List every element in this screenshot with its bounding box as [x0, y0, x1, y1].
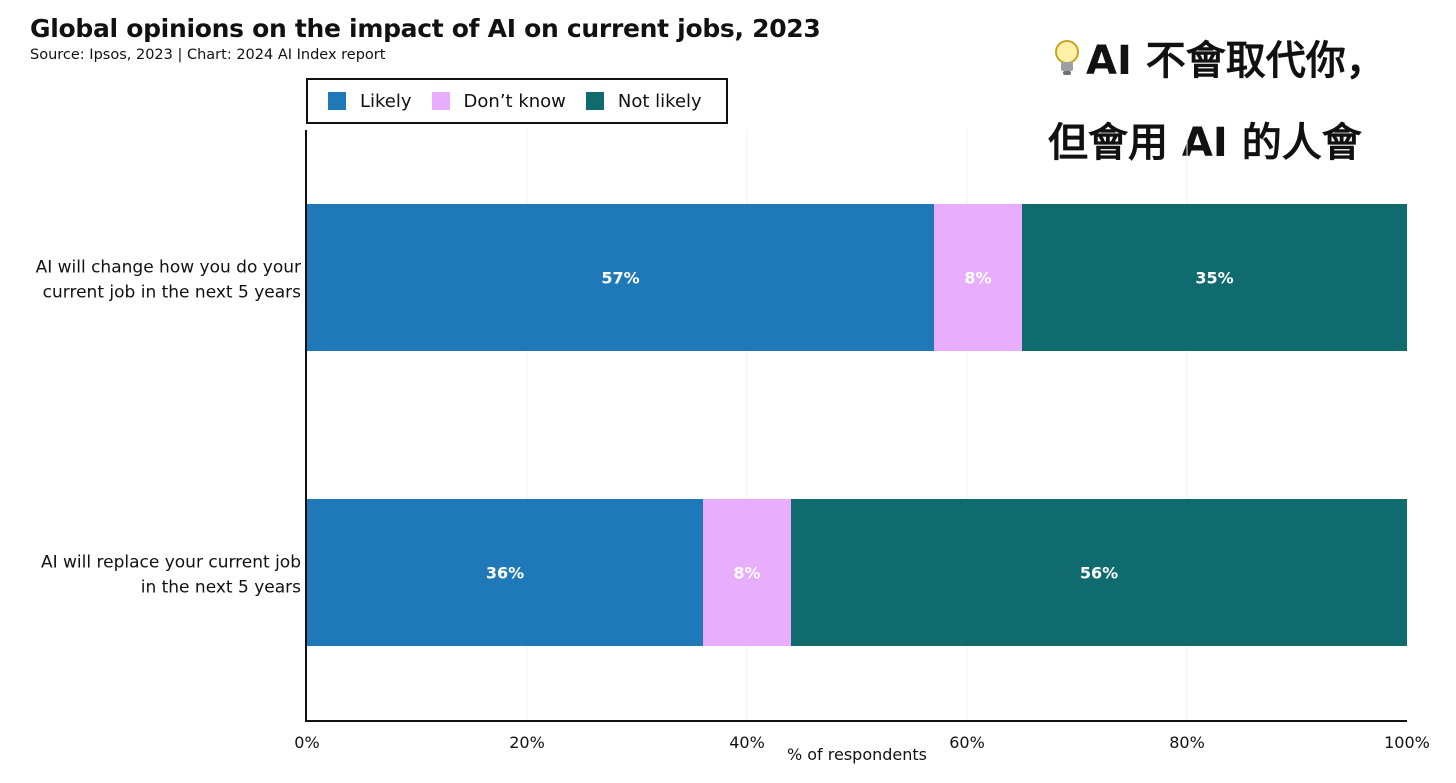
data-label-likely-2: 36% — [486, 564, 524, 583]
bar-dont-know-1 — [934, 204, 1022, 351]
data-label-dont-know-1: 8% — [964, 269, 991, 288]
overlay-caption-line2: 但會用 AI 的人會 — [1048, 120, 1362, 166]
legend-label-likely: Likely — [360, 90, 412, 112]
legend-label-dont-know: Don’t know — [463, 90, 566, 112]
x-tick-label-80: 80% — [1169, 733, 1205, 752]
bar-not-likely-1 — [1022, 204, 1407, 351]
category-label-1: AI will change how you do your current jo… — [36, 258, 302, 303]
data-label-not-likely-2: 56% — [1080, 564, 1118, 583]
bar-likely-2 — [307, 499, 703, 646]
bar-dont-know-2 — [703, 499, 791, 646]
x-tick-labels: 0% 20% 40% 60% 80% 100% — [294, 733, 1430, 752]
x-tick-label-40: 40% — [729, 733, 765, 752]
legend-item-dont-know: Don’t know — [431, 90, 566, 112]
legend-label-not-likely: Not likely — [617, 90, 702, 112]
data-label-dont-know-2: 8% — [733, 564, 760, 583]
category-labels: AI will change how you do your current jo… — [36, 258, 302, 598]
legend-swatch-likely — [328, 92, 346, 110]
legend-item-not-likely: Not likely — [585, 90, 702, 112]
chart-axes — [305, 130, 1407, 722]
lightbulb-icon — [1052, 38, 1082, 88]
legend-swatch-not-likely — [585, 92, 604, 110]
x-tick-label-0: 0% — [294, 733, 319, 752]
bar-likely-1 — [307, 204, 934, 351]
x-tick-label-60: 60% — [949, 733, 985, 752]
legend-swatch-dont-know — [431, 92, 450, 110]
chart-bars: 57% 8% 35% 36% 8% 56% — [307, 204, 1407, 646]
bar-not-likely-2 — [791, 499, 1407, 646]
chart-legend: Likely Don’t know Not likely — [306, 78, 728, 124]
category-label-2: AI will replace your current job in the n… — [41, 553, 301, 598]
x-axis-label: % of respondents — [787, 745, 927, 764]
x-tick-label-100: 100% — [1384, 733, 1430, 752]
x-tick-label-20: 20% — [509, 733, 545, 752]
legend-item-likely: Likely — [328, 91, 412, 112]
data-label-likely-1: 57% — [601, 269, 639, 288]
overlay-text-line1: AI 不會取代你， — [1086, 38, 1386, 84]
chart-title: Global opinions on the impact of AI on c… — [30, 14, 821, 43]
overlay-caption-line1: AI 不會取代你， — [1052, 28, 1386, 88]
chart-subtitle: Source: Ipsos, 2023 | Chart: 2024 AI Ind… — [30, 47, 386, 63]
data-label-not-likely-1: 35% — [1195, 269, 1233, 288]
